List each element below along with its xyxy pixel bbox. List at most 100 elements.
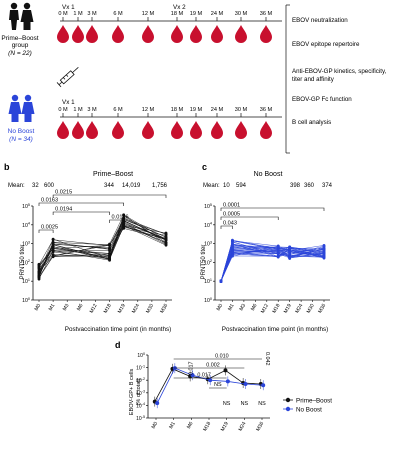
data-point <box>225 379 230 384</box>
timeline-label: 0 M <box>58 11 68 17</box>
data-point <box>108 243 111 247</box>
panel-b: b Prime–Boost Mean: 32 600 344 14,019 1,756 … <box>4 162 172 333</box>
timeline-label: 12 M <box>142 11 155 17</box>
p-value: 0.0025 <box>41 225 58 231</box>
panel-d: d 10-5 10-4 10-3 10-2 10-1 100 M0 M1 M6 M18 M19 M24… <box>115 340 332 432</box>
panel-d-chart: 10-5 10-4 10-3 10-2 10-1 100 M0 M1 M6 M18 M19 M24 M3… <box>136 352 270 433</box>
p-value: 0.0001 <box>223 203 240 209</box>
timeline-label: 36 M <box>260 11 273 17</box>
x-tick-label: M3 <box>62 303 71 312</box>
data-point <box>231 254 234 258</box>
x-tick-label: M1 <box>168 421 177 430</box>
y-tick-label: 10-2 <box>136 377 145 384</box>
data-point <box>276 254 280 258</box>
p-value: 0.0186 <box>112 215 129 221</box>
blood-drop-icon <box>112 121 124 139</box>
x-tick-label: M24 <box>294 303 304 315</box>
prime-boost-people-icon <box>9 2 34 30</box>
panel-d-ylabel-2: (% of total) <box>136 378 142 405</box>
data-point <box>122 218 126 222</box>
panel-b-chart: 100 101 102 103 104 105 M0 M1 M3 M6 M12 M18 M19 M24 M3… <box>22 190 172 315</box>
blood-drop-icon <box>72 25 84 43</box>
panel-d-ylabel-1: EBOV-GP+ B cells <box>129 369 135 416</box>
pb-timeline: 0 M 1 M 3 M 6 M 12 M 18 M 19 M 24 M 30 M 36 M <box>58 11 273 21</box>
assay-b-cell: B cell analysis <box>292 119 331 126</box>
assay-kinetics-2: titer and affinity <box>292 76 335 83</box>
mean-value: 600 <box>44 183 55 189</box>
blood-drop-icon <box>211 121 223 139</box>
blood-drop-icon <box>112 25 124 43</box>
data-point <box>322 251 326 255</box>
timeline-label: 6 M <box>113 11 123 17</box>
data-point <box>322 254 326 258</box>
blood-drop-icon <box>260 25 272 43</box>
assay-epitope: EBOV epitope repertoire <box>292 41 360 48</box>
x-tick-label: M30 <box>306 303 316 315</box>
y-tick-label: 10-3 <box>136 390 145 397</box>
data-point <box>261 383 266 388</box>
data-point <box>276 252 280 256</box>
data-point <box>37 262 41 266</box>
data-point <box>51 247 55 250</box>
ns-label: NS <box>241 401 249 407</box>
timeline-label: 36 M <box>260 107 273 113</box>
assay-fc-function: EBOV-GP Fc function <box>292 96 352 103</box>
data-point <box>164 238 168 241</box>
y-tick-label: 105 <box>22 203 30 210</box>
blood-drop-icon <box>57 25 69 43</box>
p-value: 0.017 <box>197 373 211 379</box>
blood-drop-icon <box>86 25 98 43</box>
p-value: 0.042 <box>264 352 270 366</box>
vx1b-label: Vx 1 <box>62 99 75 106</box>
y-tick-label: 101 <box>204 278 212 285</box>
subject-line <box>38 225 167 272</box>
data-point <box>37 266 41 270</box>
data-point <box>223 368 228 373</box>
p-value: 0.0163 <box>41 198 58 204</box>
y-tick-label: 104 <box>22 222 30 229</box>
p-value: 0.0005 <box>223 212 240 218</box>
mean-value: 1,756 <box>152 183 168 189</box>
x-tick-label: M19 <box>283 303 293 315</box>
p-value: 0.0194 <box>55 207 72 213</box>
blood-drop-icon <box>171 121 183 139</box>
y-tick-label: 10-1 <box>136 364 145 371</box>
no-boost-people-icon <box>8 94 35 122</box>
x-tick-label: M3 <box>238 303 247 312</box>
blood-drop-icon <box>72 121 84 139</box>
blood-drop-icon <box>190 25 202 43</box>
pb-blood-drops <box>57 25 272 43</box>
pb-group-line1: Prime–Boost <box>1 35 38 42</box>
blood-drop-icon <box>260 121 272 139</box>
x-tick-label: M0 <box>216 303 225 312</box>
timeline-label: 18 M <box>171 107 184 113</box>
panel-c: c No Boost Mean: 10 594 398 360 374 100 101 10… <box>201 162 333 333</box>
panel-d-legend: Prime–Boost No Boost <box>283 397 332 413</box>
legend-dot-no-boost <box>285 406 291 412</box>
data-point <box>122 224 126 227</box>
data-point <box>51 238 55 242</box>
nb-group-line1: No Boost <box>8 128 35 135</box>
p-value: 0.043 <box>223 221 237 227</box>
panel-b-ylabel: PRNT50 titer <box>20 245 26 280</box>
x-tick-label: M12 <box>260 303 270 315</box>
timeline-label: 19 M <box>190 107 203 113</box>
y-tick-label: 102 <box>22 259 30 266</box>
blood-drop-icon <box>235 25 247 43</box>
data-point <box>164 232 168 236</box>
subject-line <box>38 228 167 276</box>
x-tick-label: M24 <box>131 303 141 315</box>
x-tick-label: M24 <box>238 421 248 433</box>
x-tick-label: M19 <box>117 303 127 315</box>
y-tick-label: 104 <box>204 222 212 229</box>
subject-line <box>38 214 167 270</box>
mean-value: 14,019 <box>122 183 141 189</box>
assay-neutralization: EBOV neutralization <box>292 17 348 24</box>
timeline-label: 3 M <box>87 11 97 17</box>
y-tick-label: 10-5 <box>136 415 145 422</box>
blood-drop-icon <box>171 25 183 43</box>
timeline-label: 30 M <box>235 107 248 113</box>
x-tick-label: M12 <box>89 303 99 315</box>
panel-b-means: 32 600 344 14,019 1,756 <box>32 183 168 189</box>
